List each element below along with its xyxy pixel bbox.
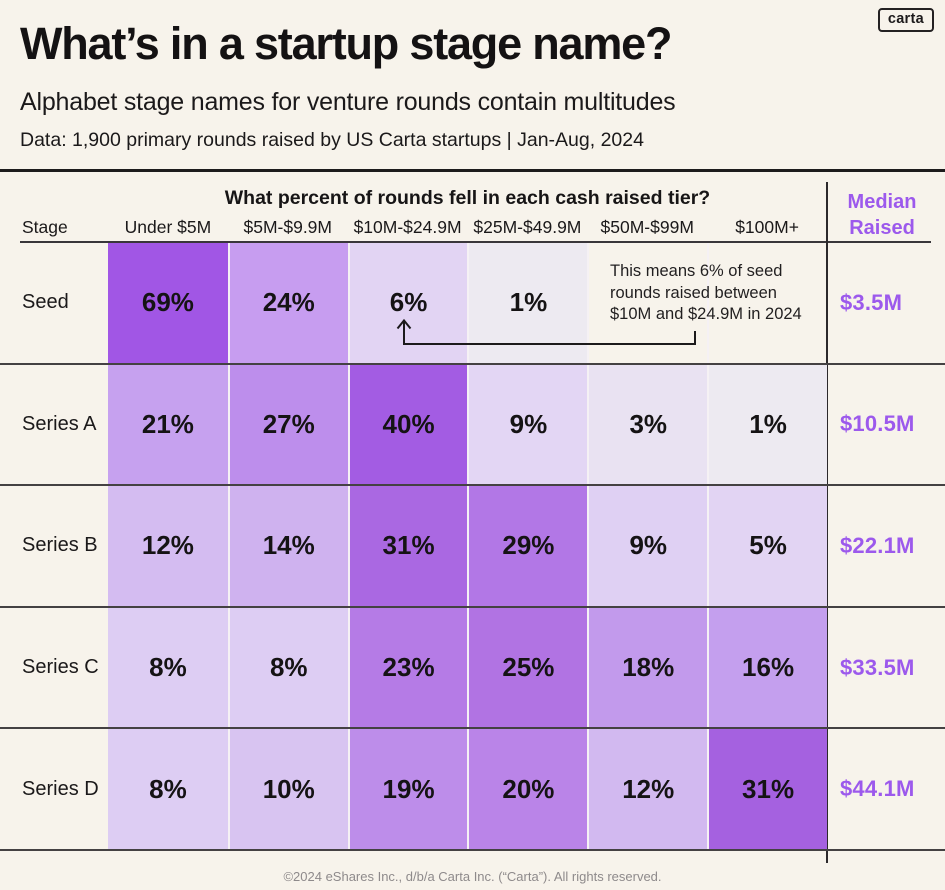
column-header-tier-2: $10M-$24.9M	[353, 217, 462, 237]
heat-cell: 69%	[108, 243, 228, 363]
heat-cell: 9%	[467, 364, 588, 485]
median-value: $44.1M	[839, 776, 915, 802]
median-value: $33.5M	[839, 654, 915, 680]
column-header-tier-1: $5M-$9.9M	[243, 217, 332, 237]
page-title: What’s in a startup stage name?	[20, 18, 672, 69]
column-header-underline	[20, 241, 931, 243]
median-value: $3.5M	[839, 289, 903, 315]
column-header-tier-4: $50M-$99M	[600, 217, 694, 237]
stage-label: Series B	[22, 534, 98, 557]
heat-cell: 8%	[108, 729, 228, 849]
heat-cell: 31%	[707, 729, 827, 849]
table-row-series-c: Series C 8% 8% 23% 25% 18% 16% $33.5M	[0, 607, 945, 730]
heat-cell: 14%	[227, 486, 348, 606]
heat-cell: 1%	[707, 364, 827, 485]
heat-cell: 21%	[108, 364, 228, 485]
annotation-line: rounds raised between	[610, 283, 777, 302]
data-source-note: Data: 1,900 primary rounds raised by US …	[20, 129, 644, 151]
heat-cell: 27%	[227, 364, 348, 485]
heat-cell: 8%	[227, 607, 348, 728]
stage-label: Series A	[22, 412, 97, 435]
heat-cell: 8%	[108, 607, 228, 728]
heat-cell: 16%	[707, 607, 827, 728]
heat-cell: 24%	[227, 243, 348, 363]
header-divider-line	[0, 169, 945, 172]
median-column-divider	[826, 182, 828, 863]
heat-cell: 3%	[587, 364, 708, 485]
carta-logo: carta	[877, 8, 934, 32]
column-header-stage: Stage	[22, 217, 68, 237]
heat-cell: 19%	[347, 729, 468, 849]
heat-cell: 10%	[227, 729, 348, 849]
table-row-series-a: Series A 21% 27% 40% 9% 3% 1% $10.5M	[0, 364, 945, 487]
median-value: $22.1M	[839, 532, 915, 558]
heat-cell: 5%	[707, 486, 827, 606]
stage-label: Seed	[22, 291, 69, 314]
annotation-line: This means 6% of seed	[610, 262, 783, 280]
column-header-tier-3: $25M-$49.9M	[473, 217, 582, 237]
column-header-tier-5: $100M+	[735, 217, 799, 237]
heatmap-body: Seed 69% 24% 6% 1% $3.5M Series A 21% 27…	[0, 243, 945, 851]
annotation-line: $10M and $24.9M in 2024	[610, 305, 802, 323]
heat-cell: 12%	[108, 486, 228, 606]
callout-annotation: This means 6% of seed rounds raised betw…	[610, 261, 835, 326]
heat-cell: 40%	[347, 364, 468, 485]
heat-cell: 29%	[467, 486, 588, 606]
heat-cell: 20%	[467, 729, 588, 849]
median-value: $10.5M	[839, 411, 915, 437]
column-header-tier-0: Under $5M	[124, 217, 212, 237]
column-header-row: Stage Under $5M $5M-$9.9M $10M-$24.9M $2…	[0, 217, 827, 238]
heat-cell: 31%	[347, 486, 468, 606]
table-question: What percent of rounds fell in each cash…	[224, 187, 711, 209]
heat-cell: 9%	[587, 486, 708, 606]
heat-cell: 23%	[347, 607, 468, 728]
heat-cell: 6%	[347, 243, 468, 363]
column-header-median-raised: Median Raised	[829, 189, 935, 241]
heat-cell-empty	[587, 243, 707, 363]
heat-cell: 25%	[467, 607, 588, 728]
copyright-footer: ©2024 eShares Inc., d/b/a Carta Inc. (“C…	[283, 869, 662, 884]
heat-cell: 12%	[587, 729, 708, 849]
median-header-line2: Raised	[849, 217, 915, 239]
table-row-series-b: Series B 12% 14% 31% 29% 9% 5% $22.1M	[0, 486, 945, 608]
page-subtitle: Alphabet stage names for venture rounds …	[20, 88, 676, 116]
stage-label: Series C	[22, 656, 99, 679]
heat-cell-empty	[707, 243, 827, 363]
table-row-series-d: Series D 8% 10% 19% 20% 12% 31% $44.1M	[0, 729, 945, 851]
median-header-line1: Median	[847, 191, 917, 213]
stage-label: Series D	[22, 777, 99, 800]
heat-cell: 18%	[587, 607, 708, 728]
heat-cell: 1%	[467, 243, 588, 363]
